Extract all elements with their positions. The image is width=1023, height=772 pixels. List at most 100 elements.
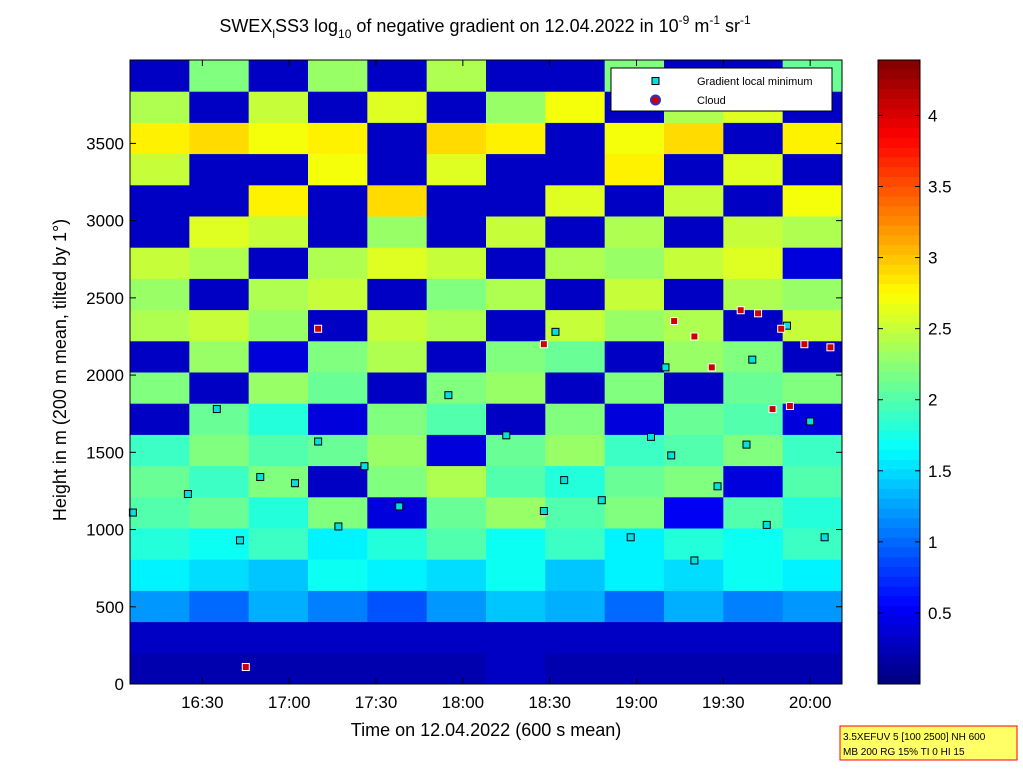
info-text: 3.5XEFUV 5 [100 2500] NH 600 — [843, 732, 986, 743]
heatmap-cell — [545, 309, 606, 342]
heatmap-cell — [486, 559, 546, 591]
heatmap-cell — [664, 247, 724, 279]
marker — [314, 324, 323, 333]
heatmap-cell — [486, 590, 546, 623]
heatmap-cell — [189, 559, 250, 591]
heatmap-cell — [545, 372, 606, 404]
marker — [667, 451, 676, 460]
heatmap-cell — [782, 216, 843, 248]
heatmap-cell — [189, 340, 250, 373]
heatmap-cell — [486, 60, 546, 92]
heatmap-cell — [545, 621, 606, 654]
heatmap-cell — [130, 559, 190, 591]
heatmap-cell — [545, 590, 606, 623]
marker — [785, 401, 794, 410]
heatmap-cell — [664, 590, 724, 623]
colorbar-swatch — [878, 118, 920, 129]
heatmap-cell — [189, 184, 250, 217]
heatmap-cell — [664, 496, 724, 529]
heatmap-cell — [426, 496, 487, 529]
marker — [626, 533, 635, 542]
marker — [806, 417, 815, 426]
heatmap-cell — [248, 278, 309, 311]
marker — [762, 520, 771, 529]
colorbar-swatch — [878, 596, 920, 607]
heatmap-cell — [486, 153, 546, 186]
title-part: m — [689, 16, 709, 36]
heatmap-cell — [308, 621, 368, 654]
title-part: sr — [720, 16, 740, 36]
marker — [395, 502, 404, 511]
colorbar-swatch — [878, 498, 920, 509]
heatmap-cell — [130, 153, 190, 186]
heatmap-cell — [130, 247, 190, 279]
heatmap-cell — [367, 184, 428, 217]
marker — [360, 462, 369, 471]
heatmap-cell — [723, 465, 784, 498]
heatmap-cell — [189, 590, 250, 623]
heatmap-cell — [604, 309, 665, 342]
marker — [539, 340, 548, 349]
heatmap-cell — [486, 465, 546, 498]
heatmap-cell — [723, 247, 784, 279]
heatmap-cell — [664, 434, 724, 467]
colorbar-swatch — [878, 303, 920, 314]
colorbar-swatch — [878, 333, 920, 344]
heatmap-cell — [426, 559, 487, 591]
title-part: SS3 log — [275, 16, 338, 36]
heatmap-cell — [426, 278, 487, 311]
colorbar-swatch — [878, 138, 920, 149]
y-tick-label: 500 — [96, 598, 124, 617]
heatmap-cell — [545, 403, 606, 435]
y-tick-label: 3000 — [86, 212, 124, 231]
heatmap-cell — [130, 91, 190, 123]
colorbar-swatch — [878, 206, 920, 217]
marker — [713, 482, 722, 491]
info-text: MB 200 RG 15% TI 0 HI 15 — [843, 747, 965, 758]
heatmap-cell — [248, 340, 309, 373]
marker — [742, 440, 751, 449]
heatmap-cell — [308, 247, 368, 279]
heatmap-cell — [189, 60, 250, 92]
heatmap-cell — [308, 403, 368, 435]
heatmap-cell — [426, 122, 487, 155]
heatmap-cell — [426, 60, 487, 92]
heatmap-cell — [248, 590, 309, 623]
heatmap-cell — [723, 590, 784, 623]
heatmap-cell — [545, 184, 606, 217]
heatmap-cell — [248, 309, 309, 342]
title-part: 10 — [338, 27, 352, 41]
colorbar-swatch — [878, 342, 920, 353]
marker — [539, 507, 548, 516]
heatmap-cell — [723, 278, 784, 311]
heatmap-cell — [604, 465, 665, 498]
heatmap-cell — [189, 153, 250, 186]
colorbar-swatch — [878, 381, 920, 392]
heatmap-cell — [248, 559, 309, 591]
colorbar-swatch — [878, 615, 920, 626]
marker — [502, 431, 511, 440]
y-tick-label: 2500 — [86, 289, 124, 308]
colorbar-swatch — [878, 128, 920, 139]
heatmap-cell — [486, 621, 546, 654]
colorbar-swatch — [878, 547, 920, 558]
marker — [314, 437, 323, 446]
legend-label: Gradient local minimum — [697, 76, 813, 88]
marker — [748, 355, 757, 364]
marker — [707, 363, 716, 372]
heatmap-cell — [486, 652, 546, 685]
marker — [826, 343, 835, 352]
heatmap-cell — [782, 122, 843, 155]
heatmap-cell — [723, 528, 784, 560]
colorbar-swatch — [878, 60, 920, 71]
heatmap-cell — [545, 496, 606, 529]
colorbar-swatch — [878, 469, 920, 480]
heatmap-cell — [664, 559, 724, 591]
heatmap-cell — [545, 465, 606, 498]
heatmap-cell — [664, 528, 724, 560]
heatmap-cell — [723, 216, 784, 248]
colorbar-tick-label: 3.5 — [928, 178, 952, 197]
marker — [241, 663, 250, 672]
heatmap-cell — [664, 184, 724, 217]
